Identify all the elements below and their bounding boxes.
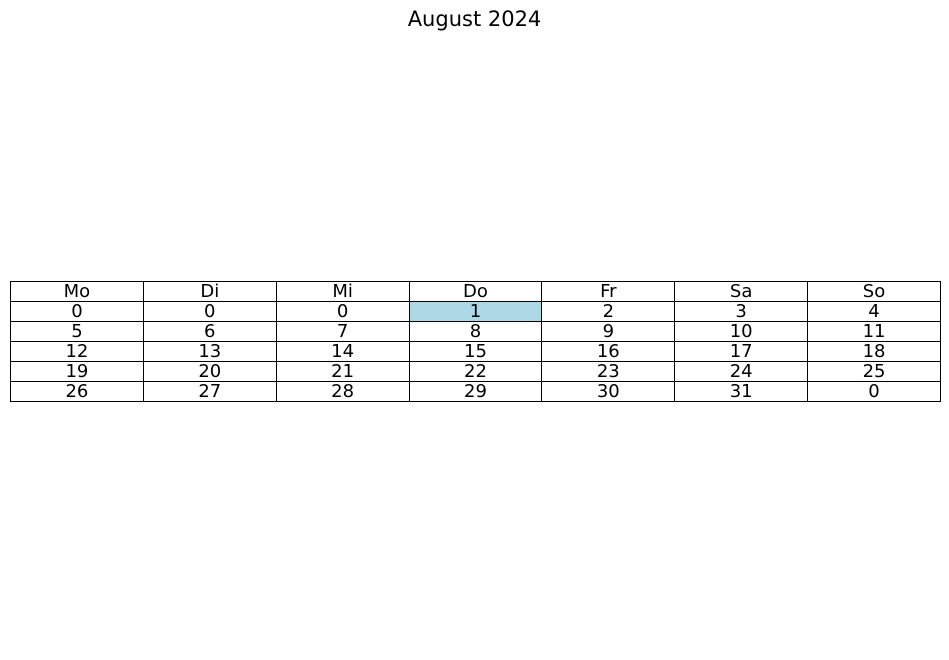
- day-cell: 25: [807, 361, 941, 382]
- day-cell: 26: [10, 381, 144, 402]
- day-cell: 20: [142, 361, 277, 382]
- day-cell: 0: [275, 301, 410, 322]
- day-cell: 6: [142, 321, 277, 342]
- week-row: 5 6 7 8 9 10 11: [10, 321, 941, 342]
- day-cell: 0: [807, 381, 941, 402]
- day-cell: 12: [10, 341, 144, 362]
- day-cell: 22: [408, 361, 543, 382]
- day-cell: 27: [142, 381, 277, 402]
- calendar-table: Mo Di Mi Do Fr Sa So 0 0 0 1 2 3 4 5 6 7…: [10, 281, 941, 402]
- week-row: 12 13 14 15 16 17 18: [10, 341, 941, 362]
- day-cell: 13: [142, 341, 277, 362]
- day-cell: 4: [807, 301, 941, 322]
- day-cell: 17: [674, 341, 809, 362]
- header-row: Mo Di Mi Do Fr Sa So: [10, 281, 941, 302]
- day-cell: 3: [674, 301, 809, 322]
- chart-title: August 2024: [407, 7, 542, 31]
- day-cell: 21: [275, 361, 410, 382]
- header-cell-do: Do: [408, 281, 543, 302]
- day-cell: 0: [142, 301, 277, 322]
- week-row: 19 20 21 22 23 24 25: [10, 361, 941, 382]
- day-cell: 31: [674, 381, 809, 402]
- day-cell: 19: [10, 361, 144, 382]
- day-cell: 24: [674, 361, 809, 382]
- day-cell: 8: [408, 321, 543, 342]
- day-cell: 23: [541, 361, 676, 382]
- day-cell: 30: [541, 381, 676, 402]
- day-cell: 7: [275, 321, 410, 342]
- week-row: 26 27 28 29 30 31 0: [10, 381, 941, 402]
- day-cell: 18: [807, 341, 941, 362]
- highlighted-day-cell: 1: [408, 301, 543, 322]
- day-cell: 0: [10, 301, 144, 322]
- header-cell-fr: Fr: [541, 281, 676, 302]
- header-cell-mi: Mi: [275, 281, 410, 302]
- header-cell-mo: Mo: [10, 281, 144, 302]
- day-cell: 5: [10, 321, 144, 342]
- week-row: 0 0 0 1 2 3 4: [10, 301, 941, 322]
- day-cell: 15: [408, 341, 543, 362]
- day-cell: 29: [408, 381, 543, 402]
- day-cell: 11: [807, 321, 941, 342]
- day-cell: 16: [541, 341, 676, 362]
- day-cell: 14: [275, 341, 410, 362]
- day-cell: 2: [541, 301, 676, 322]
- header-cell-di: Di: [142, 281, 277, 302]
- day-cell: 10: [674, 321, 809, 342]
- day-cell: 9: [541, 321, 676, 342]
- header-cell-sa: Sa: [674, 281, 809, 302]
- header-cell-so: So: [807, 281, 941, 302]
- day-cell: 28: [275, 381, 410, 402]
